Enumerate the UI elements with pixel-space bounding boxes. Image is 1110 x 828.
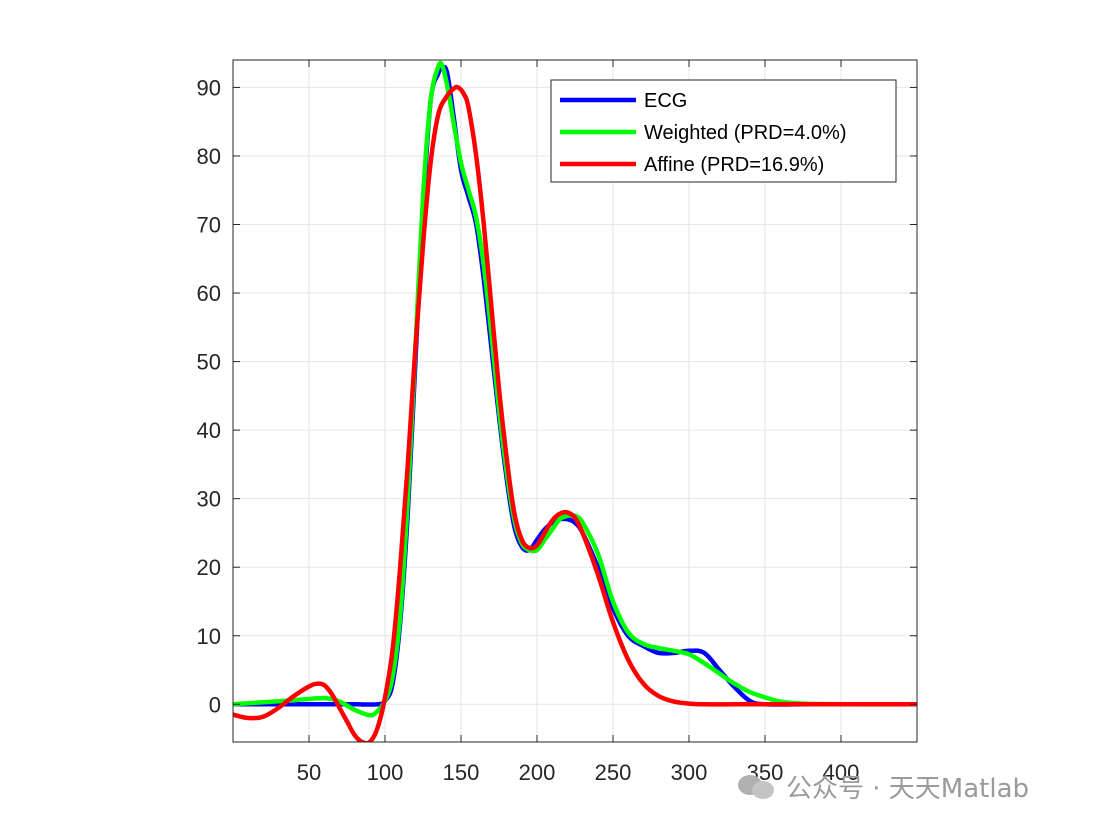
y-tick-label: 50 xyxy=(197,350,221,375)
wechat-icon xyxy=(738,773,778,801)
x-tick-label: 300 xyxy=(671,760,708,785)
legend-label-weighted-prd-4-0: Weighted (PRD=4.0%) xyxy=(644,122,847,144)
watermark-text: 公众号 · 天天Matlab xyxy=(786,774,1030,804)
ticks: 50 100 150 200 250 300 350 40001020304050607080… xyxy=(197,60,917,785)
y-tick-label: 80 xyxy=(197,144,221,169)
axes-box xyxy=(232,59,918,743)
watermark: 公众号 · 天天Matlab xyxy=(738,768,1029,805)
y-tick-label: 60 xyxy=(197,281,221,306)
series-group xyxy=(233,60,917,742)
series-line-affine-prd-16-9 xyxy=(233,84,917,742)
y-tick-label: 40 xyxy=(197,418,221,443)
y-tick-label: 20 xyxy=(197,555,221,580)
legend-label-affine-prd-16-9: Affine (PRD=16.9%) xyxy=(644,154,824,176)
y-tick-label: 30 xyxy=(197,487,221,512)
x-tick-label: 150 xyxy=(443,760,480,785)
y-tick-label: 70 xyxy=(197,213,221,238)
legend-label-ecg: ECG xyxy=(644,90,687,112)
x-tick-label: 50 xyxy=(297,760,321,785)
y-tick-label: 90 xyxy=(197,75,221,100)
x-tick-label: 250 xyxy=(595,760,632,785)
x-tick-label: 200 xyxy=(519,760,556,785)
y-tick-label: 10 xyxy=(197,624,221,649)
x-tick-label: 400 xyxy=(823,760,860,785)
y-tick-label: 0 xyxy=(209,692,221,717)
x-tick-label: 100 xyxy=(367,760,404,785)
legend: ECG Weighted (PRD=4.0%) Affine (PRD=16.9%) xyxy=(550,79,897,183)
